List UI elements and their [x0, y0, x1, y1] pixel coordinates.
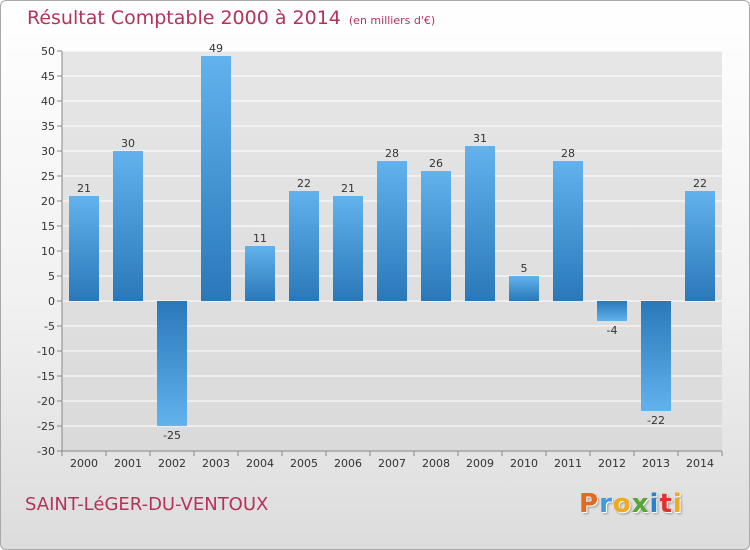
y-tick-label: 50: [41, 45, 55, 58]
data-label-2011: 28: [561, 147, 575, 160]
data-label-2000: 21: [77, 182, 91, 195]
y-tick-label: -15: [37, 370, 55, 383]
data-label-2013: -22: [647, 414, 665, 427]
x-tick-label: 2014: [686, 457, 714, 470]
data-label-2012: -4: [607, 324, 618, 337]
bar-2012: [597, 301, 627, 321]
bar-2006: [333, 196, 363, 301]
data-label-2009: 31: [473, 132, 487, 145]
data-labels: 21 30 -25 49 11 22 21 28 26 31 5 28 -4 -22 22: [77, 42, 707, 442]
x-tick-label: 2011: [554, 457, 582, 470]
data-label-2008: 26: [429, 157, 443, 170]
proxiti-logo: Proxiti: [579, 489, 683, 519]
bar-2005: [289, 191, 319, 301]
logo-letter: t: [659, 489, 673, 519]
logo-letter: P: [579, 489, 600, 519]
y-tick-label: -20: [37, 395, 55, 408]
logo-letter: x: [631, 489, 650, 519]
x-tick-label: 2006: [334, 457, 362, 470]
x-tick-label: 2009: [466, 457, 494, 470]
x-tick-label: 2004: [246, 457, 274, 470]
y-tick-label: -30: [37, 445, 55, 458]
y-tick-label: -25: [37, 420, 55, 433]
bar-2003: [201, 56, 231, 301]
bar-2000: [69, 196, 99, 301]
bar-2002: [157, 301, 187, 426]
commune-name: SAINT-LéGER-DU-VENTOUX: [25, 494, 269, 515]
x-tick-label: 2013: [642, 457, 670, 470]
x-tick-label: 2000: [70, 457, 98, 470]
bar-2004: [245, 246, 275, 301]
y-tick-label: -10: [37, 345, 55, 358]
x-tick-label: 2002: [158, 457, 186, 470]
x-tick-label: 2008: [422, 457, 450, 470]
data-label-2006: 21: [341, 182, 355, 195]
y-tick-label: 45: [41, 70, 55, 83]
chart-title: Résultat Comptable 2000 à 2014 (en millie…: [27, 7, 435, 29]
bar-2011: [553, 161, 583, 301]
x-tick-label: 2005: [290, 457, 318, 470]
x-tick-label: 2007: [378, 457, 406, 470]
data-label-2007: 28: [385, 147, 399, 160]
bar-2009: [465, 146, 495, 301]
y-tick-label: 10: [41, 245, 55, 258]
x-tick-label: 2001: [114, 457, 142, 470]
data-label-2001: 30: [121, 137, 135, 150]
logo-letter: o: [612, 489, 632, 519]
data-label-2003: 49: [209, 42, 223, 55]
bar-2014: [685, 191, 715, 301]
bar-2013: [641, 301, 671, 411]
logo-letter: i: [649, 489, 660, 519]
x-axis: 2000 2001 2002 2003 2004 2005 2006 2007 2008 2009…: [61, 450, 723, 470]
x-tick-label: 2012: [598, 457, 626, 470]
y-tick-label: 5: [48, 270, 55, 283]
bar-2008: [421, 171, 451, 301]
x-tick-label: 2003: [202, 457, 230, 470]
x-tick-label: 2010: [510, 457, 538, 470]
y-tick-label: 15: [41, 220, 55, 233]
title-text: Résultat Comptable 2000 à 2014: [27, 7, 341, 29]
bar-2010: [509, 276, 539, 301]
y-tick-label: 40: [41, 95, 55, 108]
y-tick-label: 25: [41, 170, 55, 183]
bar-2001: [113, 151, 143, 301]
chart-subtitle: (en milliers d'€): [348, 14, 436, 27]
y-tick-label: -5: [44, 320, 55, 333]
data-label-2002: -25: [163, 429, 181, 442]
data-label-2004: 11: [253, 232, 267, 245]
data-label-2005: 22: [297, 177, 311, 190]
logo-letter: r: [599, 489, 613, 519]
bar-2007: [377, 161, 407, 301]
y-tick-label: 30: [41, 145, 55, 158]
bars: [69, 56, 715, 426]
data-label-2010: 5: [521, 262, 528, 275]
data-label-2014: 22: [693, 177, 707, 190]
y-tick-label: 20: [41, 195, 55, 208]
y-tick-label: 0: [48, 295, 55, 308]
y-tick-label: 35: [41, 120, 55, 133]
logo-letter: i: [672, 489, 683, 519]
